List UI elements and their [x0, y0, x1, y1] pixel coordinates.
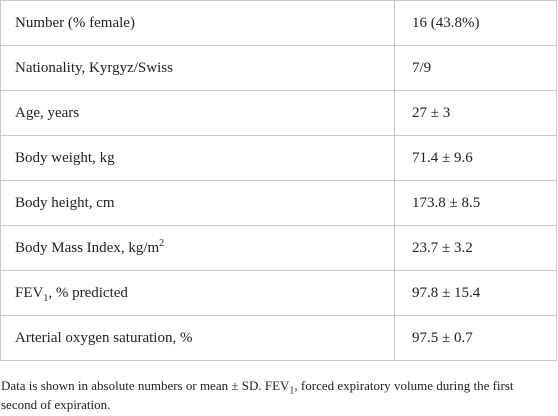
table-row: FEV1, % predicted 97.8 ± 15.4	[0, 270, 557, 316]
footnote-text-continued: , forced expiratory volume during the fi…	[1, 378, 514, 412]
row-label: Body weight, kg	[0, 135, 395, 181]
table-row: Body Mass Index, kg/m2 23.7 ± 3.2	[0, 225, 557, 271]
table-row: Body weight, kg 71.4 ± 9.6	[0, 135, 557, 181]
table-row: Nationality, Kyrgyz/Swiss 7/9	[0, 45, 557, 91]
characteristics-table: Number (% female) 16 (43.8%) Nationality…	[0, 0, 557, 361]
row-label-text: Body Mass Index, kg/m	[15, 240, 160, 256]
row-label: Body Mass Index, kg/m2	[0, 225, 395, 271]
table-row: Number (% female) 16 (43.8%)	[0, 0, 557, 46]
footnote-text: Data is shown in absolute numbers or mea…	[1, 378, 290, 393]
row-label: Body height, cm	[0, 180, 395, 226]
superscript-exponent: 2	[159, 238, 165, 249]
row-value: 16 (43.8%)	[394, 0, 557, 46]
row-value: 7/9	[394, 45, 557, 91]
table-row: Age, years 27 ± 3	[0, 90, 557, 136]
row-label-suffix: , % predicted	[48, 285, 128, 301]
row-value: 173.8 ± 8.5	[394, 180, 557, 226]
row-value: 97.8 ± 15.4	[394, 270, 557, 316]
row-label: FEV1, % predicted	[0, 270, 395, 316]
row-value: 97.5 ± 0.7	[394, 315, 557, 361]
footnote-subscript: 1	[289, 385, 295, 397]
row-label: Nationality, Kyrgyz/Swiss	[0, 45, 395, 91]
row-value: 27 ± 3	[394, 90, 557, 136]
table-row: Arterial oxygen saturation, % 97.5 ± 0.7	[0, 315, 557, 361]
row-label: Number (% female)	[0, 0, 395, 46]
row-label: Arterial oxygen saturation, %	[0, 315, 395, 361]
row-value: 23.7 ± 3.2	[394, 225, 557, 271]
row-value: 71.4 ± 9.6	[394, 135, 557, 181]
row-label-text: FEV	[15, 285, 44, 301]
subscript-index: 1	[43, 293, 49, 304]
table-footnote: Data is shown in absolute numbers or mea…	[1, 376, 551, 414]
table-row: Body height, cm 173.8 ± 8.5	[0, 180, 557, 226]
row-label: Age, years	[0, 90, 395, 136]
